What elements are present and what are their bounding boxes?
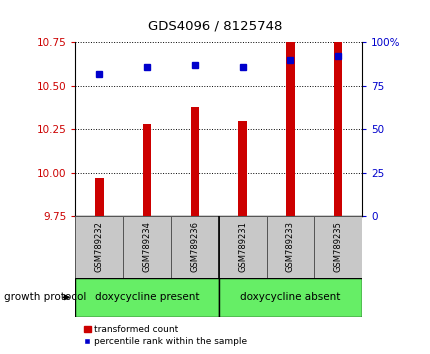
Text: GSM789234: GSM789234 — [142, 222, 151, 272]
FancyBboxPatch shape — [266, 216, 313, 278]
Bar — [333, 42, 342, 216]
Text: growth protocol: growth protocol — [4, 292, 86, 302]
Text: GDS4096 / 8125748: GDS4096 / 8125748 — [148, 19, 282, 33]
Text: GSM789231: GSM789231 — [237, 222, 246, 272]
Text: doxycycline absent: doxycycline absent — [240, 292, 340, 302]
Bar — [95, 178, 103, 216]
FancyBboxPatch shape — [313, 216, 361, 278]
Bar — [142, 124, 151, 216]
Legend: transformed count, percentile rank within the sample: transformed count, percentile rank withi… — [80, 321, 251, 349]
Bar — [238, 120, 246, 216]
Text: GSM789236: GSM789236 — [190, 221, 199, 273]
FancyBboxPatch shape — [75, 278, 218, 317]
Bar — [190, 107, 199, 216]
Text: doxycycline present: doxycycline present — [95, 292, 199, 302]
FancyBboxPatch shape — [171, 216, 218, 278]
Bar — [286, 42, 294, 216]
FancyBboxPatch shape — [123, 216, 171, 278]
Text: GSM789235: GSM789235 — [333, 222, 342, 272]
Text: GSM789232: GSM789232 — [95, 222, 104, 272]
FancyBboxPatch shape — [75, 216, 123, 278]
FancyBboxPatch shape — [218, 216, 266, 278]
FancyBboxPatch shape — [218, 278, 361, 317]
Text: GSM789233: GSM789233 — [285, 221, 294, 273]
